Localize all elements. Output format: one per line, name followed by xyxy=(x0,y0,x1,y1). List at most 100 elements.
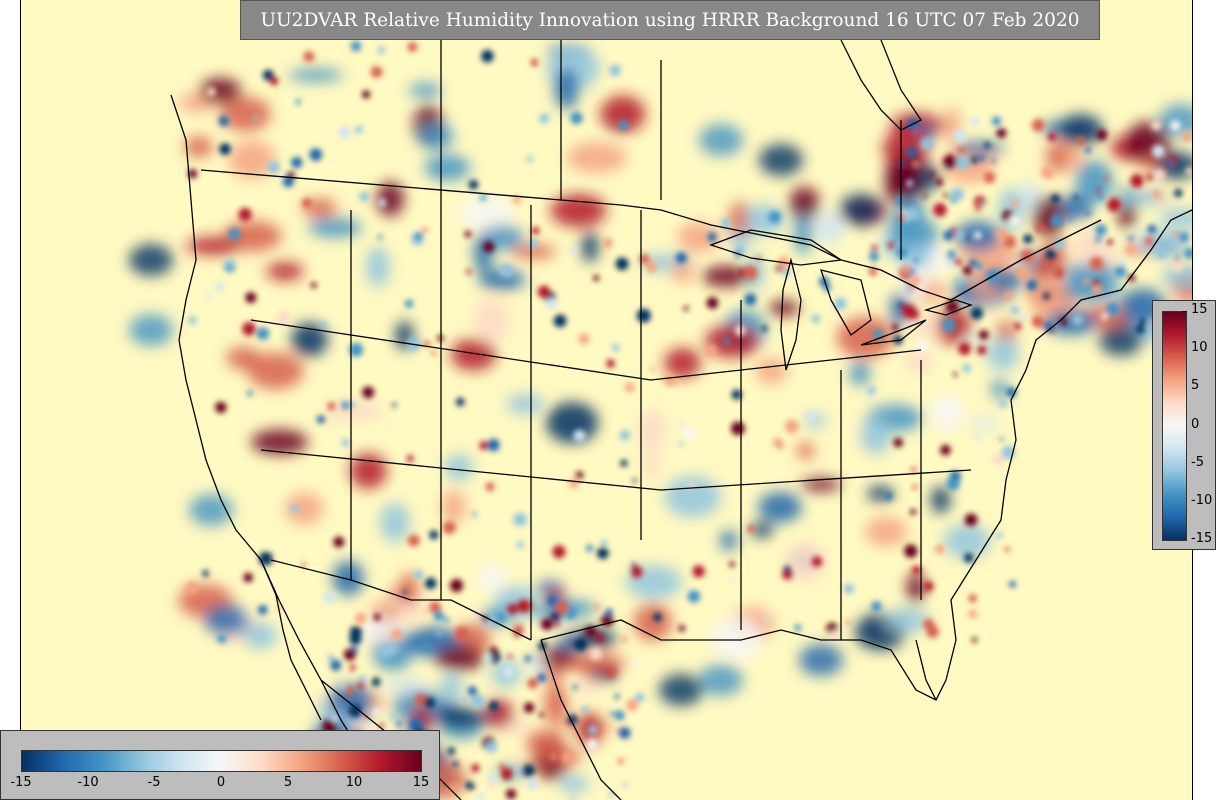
innovation-speckle xyxy=(349,664,356,671)
vertical-colorbar: 15 10 5 0 -5 -10 -15 xyxy=(1152,300,1216,550)
innovation-speckle xyxy=(406,455,414,463)
innovation-speckle xyxy=(983,171,996,184)
innovation-speckle xyxy=(1009,580,1016,588)
innovation-speckle xyxy=(639,253,650,265)
innovation-speckle xyxy=(489,646,498,655)
innovation-speckle xyxy=(205,295,211,300)
innovation-blob xyxy=(243,622,277,649)
innovation-speckle xyxy=(479,441,489,450)
innovation-blob xyxy=(758,492,802,523)
innovation-speckle xyxy=(464,230,472,238)
innovation-speckle xyxy=(805,410,817,422)
innovation-speckle xyxy=(973,203,983,212)
innovation-speckle xyxy=(869,251,879,262)
west-coastline xyxy=(170,94,382,800)
innovation-blob xyxy=(566,142,627,173)
innovation-speckle xyxy=(636,308,651,323)
innovation-speckle xyxy=(362,386,375,399)
innovation-blob xyxy=(546,402,599,444)
innovation-blob xyxy=(251,429,308,455)
htick-label: -15 xyxy=(10,775,32,790)
innovation-blob xyxy=(186,237,240,255)
innovation-speckle xyxy=(794,624,802,632)
innovation-speckle xyxy=(550,611,561,622)
innovation-blob xyxy=(755,358,788,384)
innovation-speckle xyxy=(871,601,882,612)
innovation-speckle xyxy=(970,307,983,320)
innovation-speckle xyxy=(371,677,381,687)
innovation-speckle xyxy=(720,218,731,229)
innovation-speckle xyxy=(909,268,916,275)
innovation-speckle xyxy=(593,604,601,611)
innovation-speckle xyxy=(338,126,351,139)
lake-ontario xyxy=(923,299,973,316)
innovation-blob xyxy=(839,194,883,226)
innovation-speckle xyxy=(257,605,268,615)
map-panel[interactable] xyxy=(20,0,1193,800)
innovation-blob xyxy=(659,674,703,706)
innovation-speckle xyxy=(950,187,964,201)
innovation-speckle xyxy=(522,764,536,778)
innovation-speckle xyxy=(572,684,578,690)
innovation-blob xyxy=(329,684,373,716)
innovation-speckle xyxy=(319,321,327,329)
innovation-speckle xyxy=(539,113,550,124)
innovation-speckle xyxy=(431,350,437,356)
innovation-blob xyxy=(376,181,404,217)
innovation-speckle xyxy=(1004,291,1013,301)
innovation-speckle xyxy=(587,725,597,735)
innovation-speckle xyxy=(303,51,315,62)
innovation-blob xyxy=(424,154,471,181)
innovation-speckle xyxy=(867,386,876,395)
innovation-blob xyxy=(437,708,488,729)
innovation-blob xyxy=(699,664,743,696)
innovation-speckle xyxy=(723,337,730,345)
innovation-speckle xyxy=(872,329,884,340)
innovation-speckle xyxy=(906,179,913,187)
innovation-blob xyxy=(441,490,466,525)
innovation-speckle xyxy=(968,259,977,267)
innovation-speckle xyxy=(1050,214,1063,227)
innovation-blob xyxy=(247,352,304,390)
coastlines-and-borders xyxy=(170,0,1192,800)
innovation-speckle xyxy=(707,232,717,242)
innovation-blob xyxy=(1161,265,1192,288)
innovation-speckle xyxy=(650,366,655,371)
innovation-blob xyxy=(813,211,845,244)
innovation-speckle xyxy=(215,282,224,292)
innovation-blob xyxy=(998,188,1023,233)
innovation-speckle xyxy=(291,157,303,169)
innovation-speckle xyxy=(933,203,947,217)
innovation-speckle xyxy=(316,415,326,424)
innovation-speckle xyxy=(219,143,231,155)
innovation-speckle xyxy=(1185,167,1192,176)
innovation-speckle xyxy=(620,459,628,467)
innovation-speckle xyxy=(481,49,494,63)
innovation-speckle xyxy=(1125,244,1136,255)
innovation-speckle xyxy=(912,484,918,490)
innovation-speckle xyxy=(934,544,945,555)
innovation-speckle xyxy=(407,42,418,52)
innovation-speckle xyxy=(611,343,620,352)
htick-label: 5 xyxy=(283,775,293,790)
innovation-speckle xyxy=(327,402,336,411)
innovation-speckle xyxy=(1085,211,1091,217)
innovation-speckle xyxy=(467,686,478,696)
innovation-speckle xyxy=(1091,284,1102,295)
innovation-speckle xyxy=(608,668,617,677)
innovation-speckle xyxy=(498,763,506,770)
innovation-blob xyxy=(266,262,304,281)
innovation-speckle xyxy=(341,438,350,447)
innovation-blob xyxy=(759,144,803,176)
innovation-speckle xyxy=(1130,174,1144,188)
innovation-speckle xyxy=(645,261,658,273)
innovation-speckle xyxy=(1059,317,1068,326)
innovation-speckle xyxy=(258,551,273,566)
innovation-speckle xyxy=(391,628,403,641)
innovation-blob xyxy=(324,400,382,422)
innovation-blob xyxy=(129,244,173,276)
innovation-speckle xyxy=(238,207,252,222)
innovation-speckle xyxy=(378,198,386,207)
innovation-speckle xyxy=(322,719,337,734)
innovation-speckle xyxy=(443,617,449,623)
